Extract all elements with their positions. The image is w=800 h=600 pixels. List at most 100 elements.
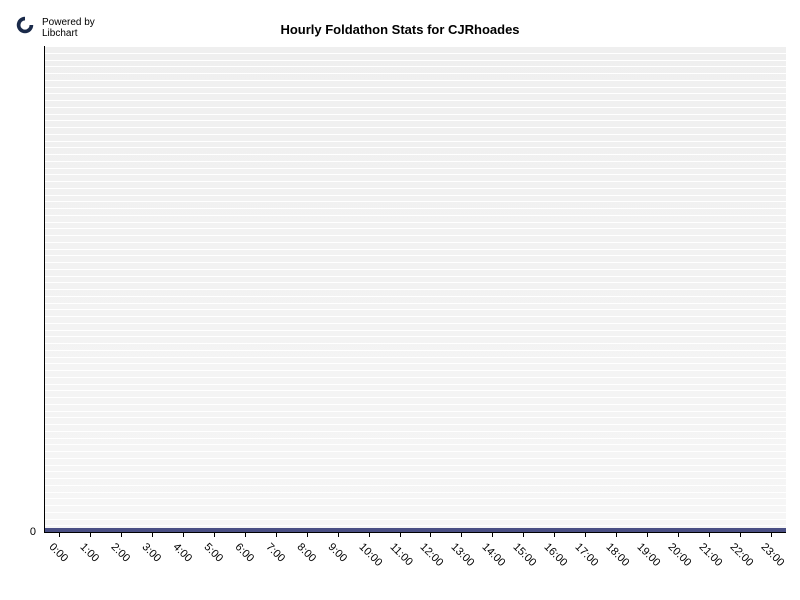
x-tick-label: 19:00 — [634, 541, 662, 569]
gridline — [44, 519, 786, 520]
gridline — [44, 53, 786, 54]
x-tick-mark — [616, 532, 617, 537]
gridline — [44, 309, 786, 310]
x-tick-label: 13:00 — [449, 541, 477, 569]
gridline — [44, 458, 786, 459]
gridline — [44, 66, 786, 67]
gridline — [44, 404, 786, 405]
gridline — [44, 282, 786, 283]
x-tick-mark — [647, 532, 648, 537]
gridlines — [44, 46, 786, 532]
x-tick-mark — [121, 532, 122, 537]
gridline — [44, 107, 786, 108]
gridline — [44, 147, 786, 148]
gridline — [44, 127, 786, 128]
gridline — [44, 154, 786, 155]
gridline — [44, 505, 786, 506]
gridline — [44, 471, 786, 472]
x-tick-mark — [554, 532, 555, 537]
gridline — [44, 323, 786, 324]
x-tick-label: 16:00 — [542, 541, 570, 569]
x-tick-mark — [740, 532, 741, 537]
gridline — [44, 195, 786, 196]
gridline — [44, 498, 786, 499]
gridline — [44, 161, 786, 162]
x-tick-mark — [771, 532, 772, 537]
gridline — [44, 512, 786, 513]
gridline — [44, 350, 786, 351]
x-tick-mark — [523, 532, 524, 537]
gridline — [44, 465, 786, 466]
x-tick-label: 18:00 — [603, 541, 631, 569]
gridline — [44, 417, 786, 418]
x-tick-mark — [245, 532, 246, 537]
gridline — [44, 141, 786, 142]
x-tick-label: 0:00 — [47, 541, 71, 565]
gridline — [44, 336, 786, 337]
gridline — [44, 80, 786, 81]
x-tick-label: 4:00 — [171, 541, 195, 565]
x-tick-mark — [214, 532, 215, 537]
gridline — [44, 525, 786, 526]
gridline — [44, 343, 786, 344]
x-tick-label: 23:00 — [758, 541, 786, 569]
gridline — [44, 46, 786, 47]
gridline — [44, 357, 786, 358]
gridline — [44, 222, 786, 223]
gridline — [44, 255, 786, 256]
gridline — [44, 93, 786, 94]
gridline — [44, 114, 786, 115]
gridline — [44, 235, 786, 236]
x-tick-mark — [59, 532, 60, 537]
gridline — [44, 174, 786, 175]
gridline — [44, 134, 786, 135]
gridline — [44, 438, 786, 439]
x-tick-label: 21:00 — [696, 541, 724, 569]
gridline — [44, 289, 786, 290]
x-tick-label: 14:00 — [480, 541, 508, 569]
gridline — [44, 215, 786, 216]
gridline — [44, 485, 786, 486]
gridline — [44, 390, 786, 391]
x-tick-label: 5:00 — [202, 541, 226, 565]
gridline — [44, 296, 786, 297]
gridline — [44, 201, 786, 202]
gridline — [44, 316, 786, 317]
gridline — [44, 330, 786, 331]
chart-container: { "attribution": { "line1": "Powered by"… — [0, 0, 800, 600]
x-tick-label: 17:00 — [573, 541, 601, 569]
gridline — [44, 60, 786, 61]
gridline — [44, 100, 786, 101]
x-tick-mark — [276, 532, 277, 537]
x-tick-mark — [307, 532, 308, 537]
x-tick-mark — [90, 532, 91, 537]
x-tick-label: 6:00 — [232, 541, 256, 565]
gridline — [44, 377, 786, 378]
gridline — [44, 181, 786, 182]
x-tick-label: 15:00 — [511, 541, 539, 569]
x-tick-label: 2:00 — [109, 541, 133, 565]
x-tick-mark — [461, 532, 462, 537]
gridline — [44, 120, 786, 121]
x-tick-label: 7:00 — [263, 541, 287, 565]
gridline — [44, 424, 786, 425]
x-tick-label: 20:00 — [665, 541, 693, 569]
x-tick-label: 1:00 — [78, 541, 102, 565]
plot-area — [44, 46, 786, 532]
gridline — [44, 431, 786, 432]
gridline — [44, 451, 786, 452]
x-tick-label: 22:00 — [727, 541, 755, 569]
x-tick-mark — [585, 532, 586, 537]
x-tick-mark — [338, 532, 339, 537]
gridline — [44, 73, 786, 74]
x-tick-mark — [369, 532, 370, 537]
x-tick-label: 11:00 — [387, 541, 414, 568]
x-tick-mark — [183, 532, 184, 537]
gridline — [44, 87, 786, 88]
x-tick-mark — [152, 532, 153, 537]
gridline — [44, 384, 786, 385]
x-tick-label: 10:00 — [356, 541, 384, 569]
gridline — [44, 269, 786, 270]
x-tick-mark — [430, 532, 431, 537]
gridline — [44, 208, 786, 209]
